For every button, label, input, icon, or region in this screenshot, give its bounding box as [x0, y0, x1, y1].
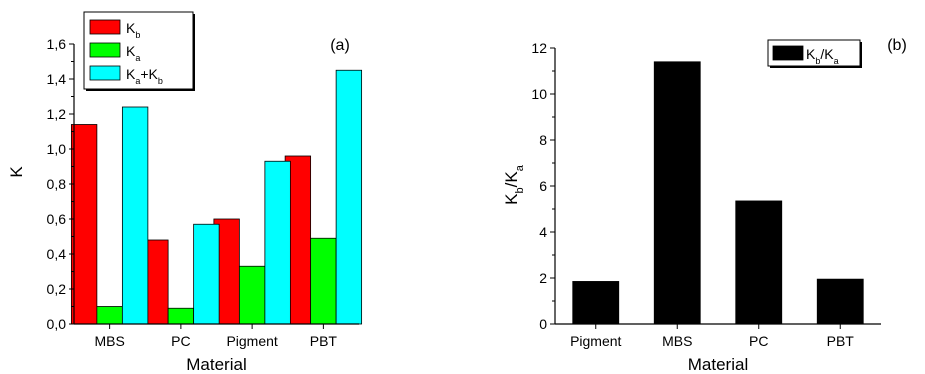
x-tick-label: MBS	[94, 333, 124, 349]
x-tick-label: MBS	[662, 333, 692, 349]
legend-swatch	[89, 19, 121, 35]
y-tick-label: 1,6	[47, 36, 67, 52]
y-tick-label: 0,8	[47, 176, 67, 192]
y-tick-label: 1,4	[47, 71, 67, 87]
x-axis-title: Material	[688, 355, 748, 374]
chart-panel-b: 0 2 4 6 8 10 12 Pigment MBS PC PBT Material Kb/Ka (b)…	[502, 37, 907, 374]
y-tick-label: 0,0	[47, 316, 67, 332]
bar-k-a-pbt	[310, 237, 337, 325]
panel-label: (b)	[887, 37, 907, 54]
x-tick-label: Pigment	[570, 333, 621, 349]
bar-k-a-mbs	[96, 306, 123, 325]
y-tick-label: 12	[531, 40, 547, 56]
y-tick-label: 6	[539, 178, 547, 194]
y-tick-label: 2	[539, 270, 547, 286]
x-tick-label: PC	[749, 333, 768, 349]
x-tick-label: Pigment	[226, 333, 277, 349]
y-axis-title: K	[7, 166, 26, 178]
y-tick-label: 4	[539, 224, 547, 240]
y-tick-label: 8	[539, 132, 547, 148]
chart-panel-a: 0,0 0,2 0,4 0,6 0,8 1,0 1,2 1,4 1,6 MBS PC Pigment P…	[7, 11, 363, 374]
bar-k-a-k-b-pc	[193, 223, 220, 325]
y-tick-label: 10	[531, 86, 547, 102]
y-axis-title: Kb/Ka	[502, 164, 526, 205]
bar-k-a-pigment	[238, 265, 266, 325]
legend-swatch	[772, 45, 804, 61]
bar-k-b-k-a-pigment	[572, 281, 620, 325]
legend-label: Kb	[126, 20, 140, 40]
y-tick-label: 1,2	[47, 106, 67, 122]
legend-label: Ka	[126, 43, 140, 63]
legend-swatch	[89, 42, 121, 58]
bar-k-a-k-b-pigment	[264, 160, 291, 325]
panel-label: (a)	[330, 37, 350, 54]
bar-k-a-pc	[167, 307, 195, 325]
bar-k-a-k-b-pbt	[335, 69, 363, 325]
x-axis-title: Material	[186, 355, 246, 374]
x-tick-label: PC	[171, 333, 190, 349]
y-tick-label: 0,6	[47, 211, 67, 227]
bar-k-b-k-a-pc	[735, 200, 783, 325]
y-tick-label: 0,4	[47, 246, 67, 262]
bar-k-b-k-a-pbt	[816, 278, 864, 325]
bar-k-b-mbs	[70, 124, 98, 325]
y-tick-label: 0	[539, 316, 547, 332]
x-tick-label: PBT	[827, 333, 855, 349]
legend-label: Ka+Kb	[126, 66, 163, 86]
bar-k-a-k-b-mbs	[121, 106, 149, 325]
y-tick-label: 0,2	[47, 281, 67, 297]
legend-label: Kb/Ka	[806, 46, 839, 66]
y-tick-label: 1,0	[47, 141, 67, 157]
legend-swatch	[89, 65, 121, 81]
x-tick-label: PBT	[310, 333, 338, 349]
bar-k-b-k-a-mbs	[653, 61, 701, 325]
